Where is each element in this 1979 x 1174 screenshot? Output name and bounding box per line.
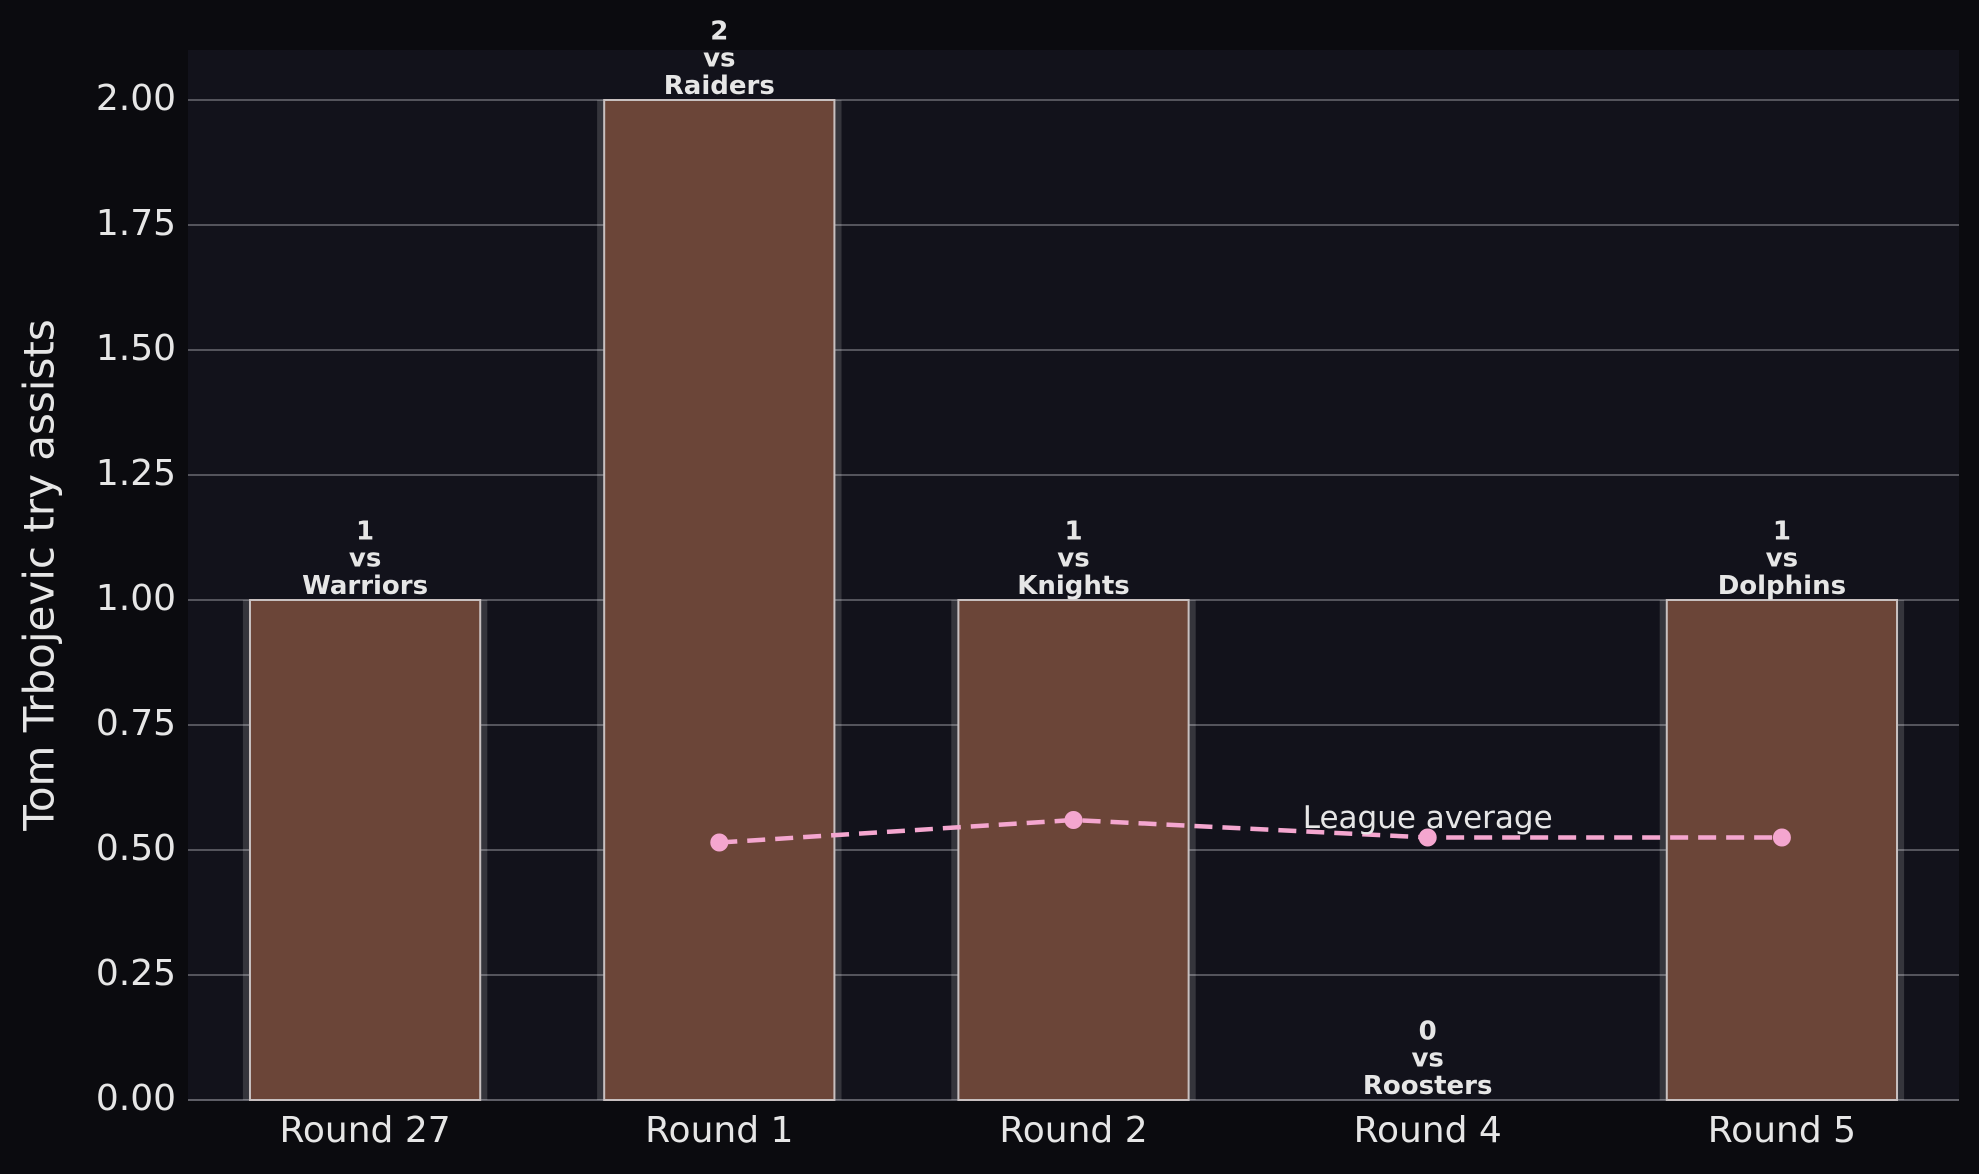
line-point: [1418, 828, 1437, 847]
y-tick-label: 1.75: [96, 203, 176, 244]
line-point: [1064, 811, 1083, 829]
x-tick-label: Round 4: [1354, 1110, 1502, 1151]
x-tick-label: Round 27: [280, 1110, 451, 1151]
bar: [957, 599, 1190, 1101]
line-annotation: League average: [1303, 800, 1553, 836]
y-tick-label: 1.25: [96, 453, 176, 494]
y-tick-label: 1.50: [96, 328, 176, 369]
y-tick-label: 0.25: [96, 953, 176, 994]
line-point: [710, 833, 729, 852]
bar: [603, 99, 836, 1101]
y-tick-label: 0.50: [96, 828, 176, 869]
y-axis-label: Tom Trbojevic try assists: [15, 319, 64, 831]
y-tick-label: 2.00: [96, 78, 176, 119]
y-tick-label: 1.00: [96, 578, 176, 619]
x-tick-label: Round 1: [645, 1110, 793, 1151]
bar: [248, 599, 482, 1101]
value-label: 1 vs Knights: [1017, 516, 1130, 601]
x-tick-label: Round 2: [999, 1110, 1147, 1151]
line: [719, 817, 1782, 845]
value-label: 1 vs Dolphins: [1718, 516, 1846, 601]
y-tick-label: 0.75: [96, 703, 176, 744]
x-tick-label: Round 5: [1708, 1110, 1856, 1151]
value-label: 2 vs Raiders: [664, 16, 775, 101]
y-tick-label: 0.00: [96, 1078, 176, 1119]
line-point: [1772, 828, 1791, 847]
bar: [1665, 599, 1899, 1101]
value-label: 0 vs Roosters: [1363, 1016, 1493, 1101]
value-label: 1 vs Warriors: [302, 516, 428, 601]
